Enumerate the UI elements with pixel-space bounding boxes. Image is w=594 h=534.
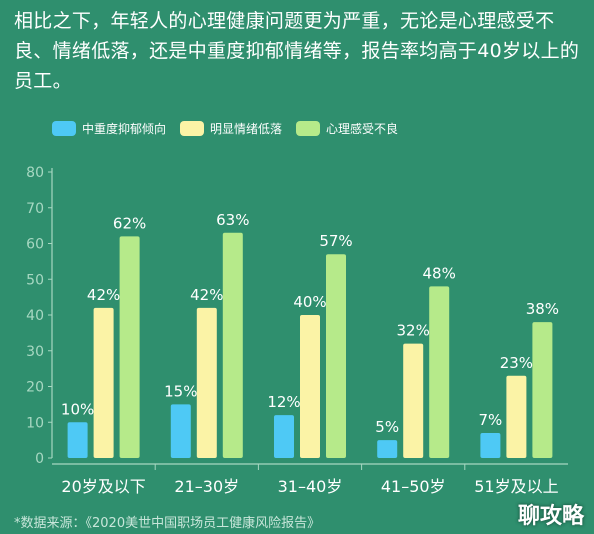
bar [429,286,450,458]
legend-swatch-depression [52,121,76,136]
y-tick-label: 70 [26,201,44,217]
bar [506,375,527,458]
bar [67,422,88,458]
bar [403,343,424,458]
data-label: 57% [319,232,352,250]
legend-item-depression: 中重度抑郁倾向 [52,120,166,137]
legend-swatch-poor-feeling [296,121,321,136]
data-label: 7% [479,411,503,429]
data-label: 5% [375,418,399,436]
data-label: 48% [423,264,456,282]
data-label: 15% [164,382,197,400]
x-tick-label: 21–30岁 [174,477,239,496]
bar [532,322,553,458]
data-label: 38% [526,300,559,318]
data-label: 40% [293,293,326,311]
y-tick-label: 0 [35,451,44,467]
x-tick-label: 41–50岁 [381,477,446,496]
data-label: 62% [113,214,146,232]
y-tick-label: 40 [26,308,44,324]
bar [93,307,114,458]
data-label: 32% [397,322,430,340]
data-label: 42% [190,286,223,304]
watermark: 聊攻略 [517,504,584,529]
bar [480,432,501,458]
y-tick-label: 10 [26,415,44,431]
x-tick-label: 20岁及以下 [61,477,145,496]
data-label: 23% [500,354,533,372]
legend-label-poor-feeling: 心理感受不良 [326,122,399,136]
bar [222,232,243,458]
bar [300,315,320,458]
bar [274,415,294,458]
legend-item-poor-feeling: 心理感受不良 [296,120,398,137]
y-tick-label: 60 [26,237,44,253]
chart-legend: 中重度抑郁倾向 明显情绪低落 心理感受不良 [52,120,398,137]
legend-label-low-mood: 明显情绪低落 [210,122,283,136]
x-tick-label: 31–40岁 [278,477,343,496]
data-label: 12% [267,393,300,411]
data-label: 42% [87,286,120,304]
x-tick-label: 51岁及以上 [474,477,558,496]
y-tick-label: 50 [26,272,44,288]
bar [326,254,346,458]
data-label: 10% [61,400,94,418]
y-tick-label: 30 [26,344,44,360]
y-tick-label: 20 [26,380,44,396]
bar [196,307,217,458]
legend-item-low-mood: 明显情绪低落 [180,120,282,137]
legend-swatch-low-mood [180,121,205,136]
data-label: 63% [216,211,249,229]
bar [170,404,191,458]
bar [119,236,140,458]
source-note: *数据来源：《2020美世中国职场员工健康风险报告》 [14,516,321,531]
y-tick-label: 80 [26,165,44,181]
bar [377,440,398,458]
intro-text: 相比之下，年轻人的心理健康问题更为严重，无论是心理感受不良、情绪低落，还是中重度… [14,10,580,92]
legend-label-depression: 中重度抑郁倾向 [82,122,167,136]
